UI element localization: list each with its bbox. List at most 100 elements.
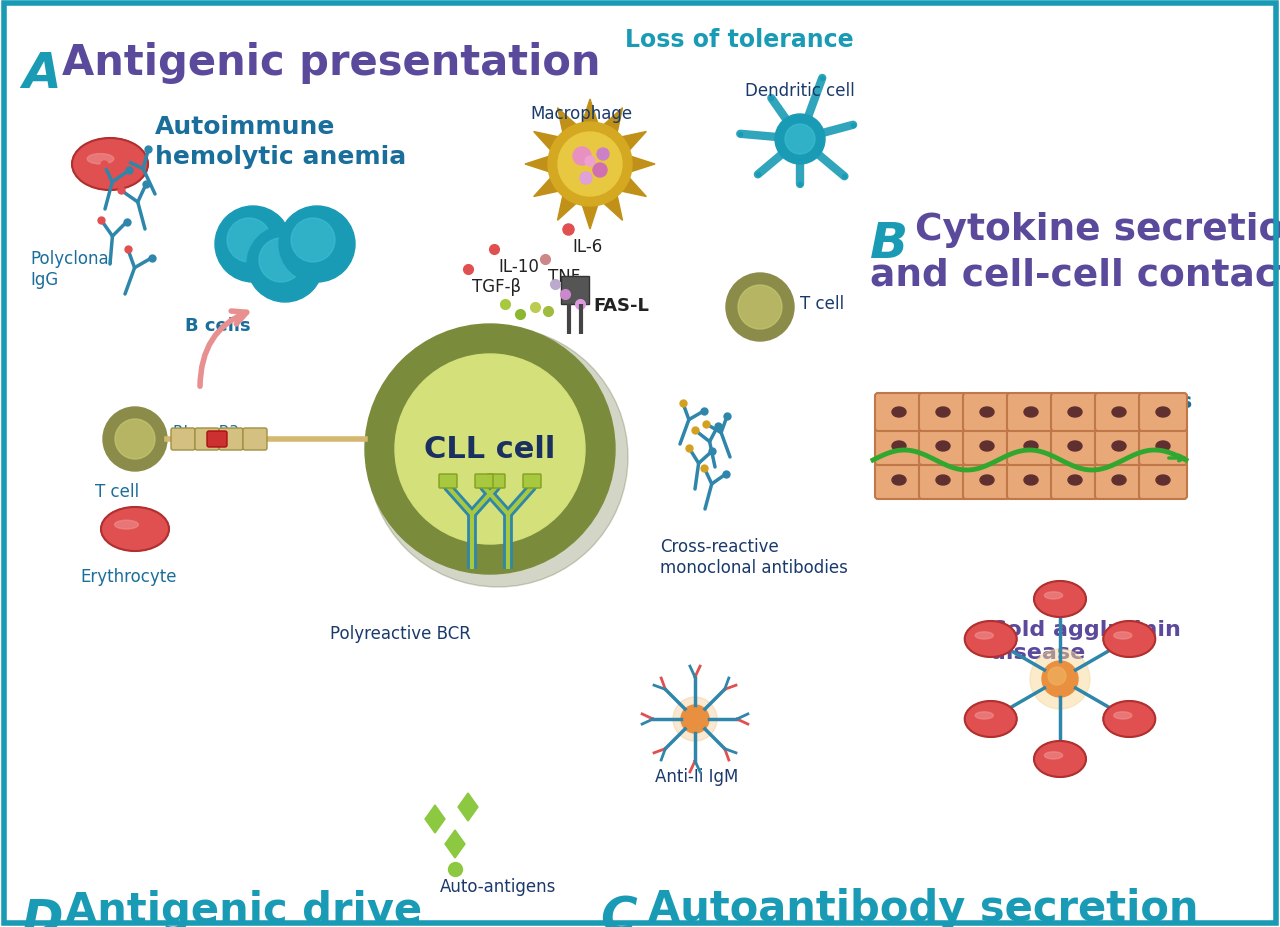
Circle shape: [215, 207, 291, 283]
Ellipse shape: [1024, 476, 1038, 486]
FancyBboxPatch shape: [1139, 462, 1187, 500]
Polygon shape: [558, 195, 577, 221]
Ellipse shape: [975, 712, 993, 719]
Ellipse shape: [892, 476, 906, 486]
Circle shape: [573, 147, 591, 166]
FancyBboxPatch shape: [1094, 394, 1143, 432]
Circle shape: [365, 324, 614, 575]
Text: Macrophage: Macrophage: [530, 105, 632, 123]
Polygon shape: [534, 133, 561, 152]
Ellipse shape: [975, 632, 993, 640]
Ellipse shape: [1112, 476, 1126, 486]
Ellipse shape: [936, 408, 950, 417]
Polygon shape: [558, 108, 577, 135]
Text: C: C: [600, 894, 636, 927]
Circle shape: [1030, 649, 1091, 709]
Text: Antigenic drive: Antigenic drive: [65, 889, 422, 927]
Circle shape: [227, 219, 271, 262]
Text: TNF: TNF: [548, 268, 580, 286]
Ellipse shape: [1112, 408, 1126, 417]
Circle shape: [585, 157, 595, 167]
Ellipse shape: [1103, 621, 1156, 657]
FancyBboxPatch shape: [486, 475, 506, 489]
Text: FAS-L: FAS-L: [593, 297, 649, 314]
Ellipse shape: [1156, 408, 1170, 417]
FancyBboxPatch shape: [1051, 427, 1100, 465]
Ellipse shape: [1156, 476, 1170, 486]
Text: Cytokine secretion: Cytokine secretion: [915, 211, 1280, 248]
FancyBboxPatch shape: [172, 428, 195, 451]
Ellipse shape: [1044, 592, 1062, 600]
Polygon shape: [581, 100, 598, 126]
Text: Autoantibody secretion: Autoantibody secretion: [648, 887, 1198, 927]
Ellipse shape: [936, 476, 950, 486]
FancyBboxPatch shape: [195, 428, 219, 451]
Ellipse shape: [965, 701, 1016, 737]
FancyBboxPatch shape: [1051, 394, 1100, 432]
Ellipse shape: [101, 507, 169, 552]
Text: Erythrocyte: Erythrocyte: [81, 567, 177, 585]
Ellipse shape: [1034, 742, 1085, 777]
Text: Polyreactive BCR: Polyreactive BCR: [330, 624, 471, 642]
Circle shape: [1048, 667, 1066, 685]
Text: B cells: B cells: [186, 317, 251, 335]
Ellipse shape: [1112, 441, 1126, 451]
Polygon shape: [458, 794, 477, 821]
FancyBboxPatch shape: [963, 462, 1011, 500]
FancyBboxPatch shape: [1007, 462, 1055, 500]
Circle shape: [593, 164, 607, 178]
Circle shape: [115, 420, 155, 460]
FancyBboxPatch shape: [219, 428, 243, 451]
Circle shape: [279, 207, 355, 283]
Ellipse shape: [936, 441, 950, 451]
Ellipse shape: [1114, 712, 1132, 719]
FancyBboxPatch shape: [1139, 427, 1187, 465]
Ellipse shape: [1068, 441, 1082, 451]
FancyBboxPatch shape: [1139, 394, 1187, 432]
Text: T cell: T cell: [95, 482, 140, 501]
Text: IL-6: IL-6: [572, 237, 603, 256]
Text: Dendritic cell: Dendritic cell: [745, 82, 855, 100]
Circle shape: [673, 697, 717, 742]
Text: Cold agglutinin
disease: Cold agglutinin disease: [989, 619, 1181, 663]
Ellipse shape: [980, 408, 995, 417]
Polygon shape: [525, 157, 550, 173]
Text: TGF-β: TGF-β: [472, 278, 521, 296]
Text: D: D: [22, 896, 64, 927]
Polygon shape: [603, 108, 622, 135]
Polygon shape: [620, 177, 646, 197]
FancyBboxPatch shape: [1007, 427, 1055, 465]
Circle shape: [739, 286, 782, 330]
FancyArrowPatch shape: [200, 311, 247, 387]
Ellipse shape: [965, 621, 1016, 657]
Text: Paraneoplastic pemphigus: Paraneoplastic pemphigus: [881, 391, 1192, 412]
Text: Loss of tolerance: Loss of tolerance: [625, 28, 854, 52]
Text: B: B: [870, 220, 908, 268]
Circle shape: [596, 149, 609, 160]
Ellipse shape: [980, 476, 995, 486]
Text: Auto-antigens: Auto-antigens: [440, 877, 557, 895]
Circle shape: [247, 227, 323, 303]
Ellipse shape: [1114, 632, 1132, 640]
Circle shape: [580, 172, 593, 184]
Ellipse shape: [369, 327, 628, 588]
Circle shape: [681, 705, 709, 733]
Ellipse shape: [1034, 581, 1085, 617]
Circle shape: [396, 355, 585, 544]
FancyBboxPatch shape: [1094, 462, 1143, 500]
FancyBboxPatch shape: [524, 475, 541, 489]
Polygon shape: [630, 157, 655, 173]
Circle shape: [774, 115, 826, 165]
Circle shape: [1042, 661, 1078, 697]
Text: and cell-cell contact: and cell-cell contact: [870, 258, 1280, 294]
Ellipse shape: [87, 155, 114, 165]
Ellipse shape: [1068, 408, 1082, 417]
Circle shape: [558, 133, 622, 197]
Ellipse shape: [1068, 476, 1082, 486]
FancyBboxPatch shape: [876, 462, 923, 500]
Ellipse shape: [72, 139, 148, 191]
Circle shape: [102, 408, 166, 472]
FancyBboxPatch shape: [1094, 427, 1143, 465]
Text: CLL cell: CLL cell: [424, 435, 556, 464]
FancyBboxPatch shape: [475, 475, 493, 489]
